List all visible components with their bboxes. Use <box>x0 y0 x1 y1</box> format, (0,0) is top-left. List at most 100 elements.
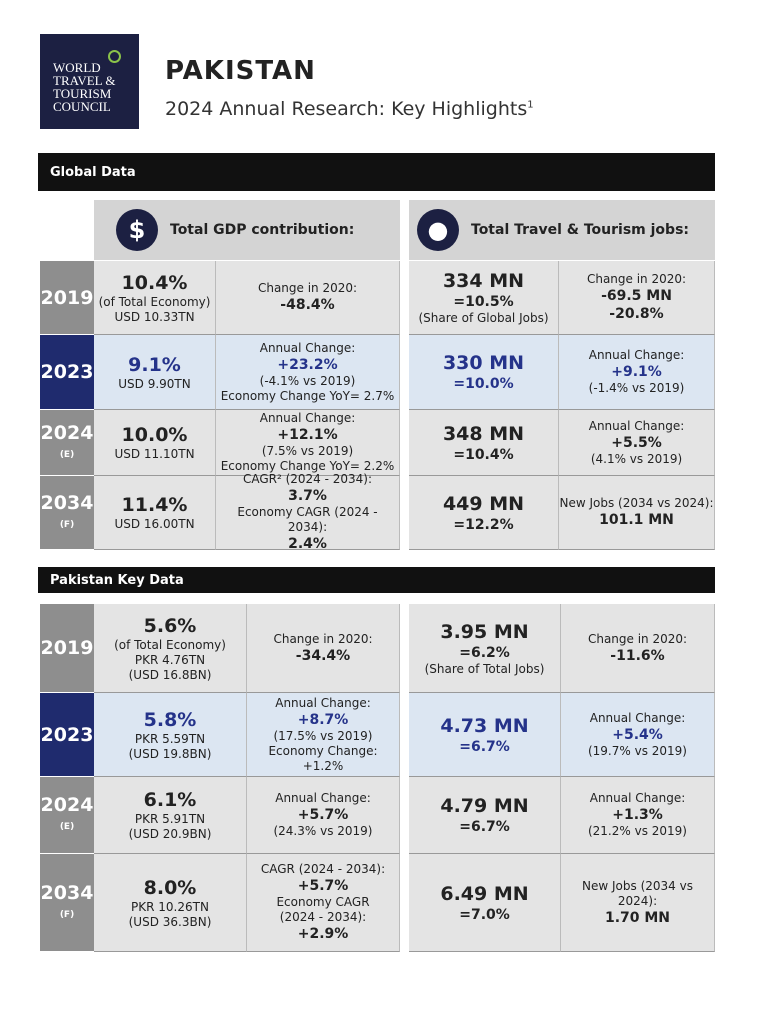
main-value: 5.8% <box>143 708 197 731</box>
gdp-cell: 11.4% USD 16.00TN <box>94 476 216 550</box>
value: =12.2% <box>453 516 514 533</box>
gdp-cell: 9.1% USD 9.90TN <box>94 335 216 410</box>
main-value: 9.1% <box>128 353 181 376</box>
label: (Share of Total Jobs) <box>424 661 545 676</box>
label: (USD 16.8BN) <box>128 667 212 682</box>
label: USD 16.00TN <box>114 517 195 531</box>
gdp-cell: 5.6% (of Total Economy) PKR 4.76TN (USD 16.… <box>94 604 247 693</box>
year-cell: 2024 (E) <box>40 410 94 476</box>
label: (-1.4% vs 2019) <box>588 381 685 395</box>
logo-text: TRAVEL & <box>53 73 116 88</box>
jobs-cell: 334 MN =10.5% (Share of Global Jobs) <box>409 261 559 335</box>
value: =10.0% <box>453 376 514 392</box>
jobs-change-cell: New Jobs (2034 vs 2024): 101.1 MN <box>559 476 715 550</box>
label: Change in 2020: <box>586 272 687 286</box>
year-note: (E) <box>59 822 75 832</box>
label: (of Total Economy) <box>114 637 226 652</box>
main-value: 4.73 MN <box>440 714 529 737</box>
gdp-cell: 8.0% PKR 10.26TN (USD 36.3BN) <box>94 854 247 952</box>
main-value: 6.49 MN <box>440 882 529 905</box>
value: 3.7% <box>288 488 327 504</box>
label: (USD 20.9BN) <box>128 827 212 841</box>
label: New Jobs (2034 vs 2024): <box>559 496 714 510</box>
label: PKR 5.91TN <box>134 812 206 826</box>
jobs-change-cell: New Jobs (2034 vs 2024): 1.70 MN <box>561 854 715 952</box>
logo: WORLD TRAVEL & TOURISM COUNCIL <box>40 34 139 129</box>
year: 2019 <box>40 286 94 309</box>
main-value: 5.6% <box>143 614 197 637</box>
jobs-cell: 3.95 MN =6.2% (Share of Total Jobs) <box>409 604 561 693</box>
year-note: (E) <box>59 449 75 460</box>
label: (USD 19.8BN) <box>128 746 212 761</box>
value: +23.2% <box>277 356 338 373</box>
main-value: 8.0% <box>143 876 197 899</box>
year-cell: 2034 (F) <box>40 476 94 550</box>
year: 2019 <box>40 637 94 659</box>
title: PAKISTAN <box>165 56 316 86</box>
subtitle: 2024 Annual Research: Key Highlights1 <box>165 98 534 120</box>
label: (7.5% vs 2019) <box>261 444 354 458</box>
subtitle-text: 2024 Annual Research: Key Highlights <box>165 98 528 120</box>
logo-mark <box>108 50 121 63</box>
year: 2023 <box>40 361 94 383</box>
label: (of Total Economy) <box>98 294 211 309</box>
value: -69.5 MN <box>601 288 672 304</box>
jobs-cell: 330 MN =10.0% <box>409 335 559 410</box>
value: +5.5% <box>611 434 662 451</box>
main-value: 10.4% <box>121 271 188 294</box>
jobs-change-cell: Change in 2020: -69.5 MN -20.8% <box>559 261 715 335</box>
label: (24.3% vs 2019) <box>273 824 373 838</box>
year-note: (F) <box>59 519 75 530</box>
label: Change in 2020: <box>257 281 358 295</box>
jobs-change-cell: Annual Change: +1.3% (21.2% vs 2019) <box>561 777 715 854</box>
gdp-cell: 10.0% USD 11.10TN <box>94 410 216 476</box>
jobs-cell: 4.73 MN =6.7% <box>409 693 561 777</box>
year: 2024 <box>40 421 94 444</box>
value: +12.1% <box>277 427 338 443</box>
logo-text: TOURISM <box>53 86 112 101</box>
main-value: 11.4% <box>121 494 188 516</box>
column-header: $ Total GDP contribution: <box>94 200 400 260</box>
logo-text: COUNCIL <box>53 99 111 114</box>
year: 2034 <box>40 491 94 514</box>
label: Change in 2020: <box>273 631 373 646</box>
year: 2024 <box>40 794 94 816</box>
label: Economy CAGR (2024 - 2034): <box>237 505 378 534</box>
label: PKR 4.76TN <box>134 652 206 667</box>
label: PKR 5.59TN <box>134 731 206 746</box>
label: Economy CAGR <box>276 895 370 909</box>
value: -11.6% <box>610 647 665 664</box>
value: =7.0% <box>459 906 510 923</box>
year: 2023 <box>40 723 94 746</box>
gdp-cell: 10.4% (of Total Economy) USD 10.33TN <box>94 261 216 335</box>
gdp-change-cell: Change in 2020: -48.4% <box>216 261 400 335</box>
logo-text: WORLD <box>53 60 101 75</box>
value: =10.4% <box>453 446 514 463</box>
main-value: 3.95 MN <box>440 620 529 643</box>
value: +1.3% <box>612 807 663 823</box>
main-value: 6.1% <box>143 789 197 811</box>
person-icon: ● <box>417 209 459 251</box>
gdp-cell: 5.8% PKR 5.59TN (USD 19.8BN) <box>94 693 247 777</box>
label: Economy Change: +1.2% <box>268 743 378 773</box>
value: +9.1% <box>611 364 662 380</box>
value: 1.70 MN <box>604 909 671 926</box>
label: (21.2% vs 2019) <box>587 824 687 838</box>
year-cell: 2019 <box>40 604 94 693</box>
label: Change in 2020: <box>587 631 688 646</box>
label: (-4.1% vs 2019) <box>259 373 356 388</box>
year-note: (F) <box>59 909 75 920</box>
jobs-change-cell: Change in 2020: -11.6% <box>561 604 715 693</box>
label: Economy Change YoY= 2.2% <box>220 459 395 473</box>
label: (4.1% vs 2019) <box>590 451 683 466</box>
section-bar: Global Data <box>38 153 715 191</box>
value: =6.7% <box>459 738 510 755</box>
year-cell: 2023 <box>40 693 94 777</box>
column-header: ● Total Travel & Tourism jobs: <box>409 200 715 260</box>
gdp-change-cell: CAGR² (2024 - 2034): 3.7% Economy CAGR (20… <box>216 472 400 552</box>
label: Annual Change: <box>588 348 685 362</box>
value: =10.5% <box>453 294 514 310</box>
value: 2.4% <box>288 536 327 552</box>
label: Annual Change: <box>589 791 686 805</box>
dollar-icon: $ <box>116 209 158 251</box>
